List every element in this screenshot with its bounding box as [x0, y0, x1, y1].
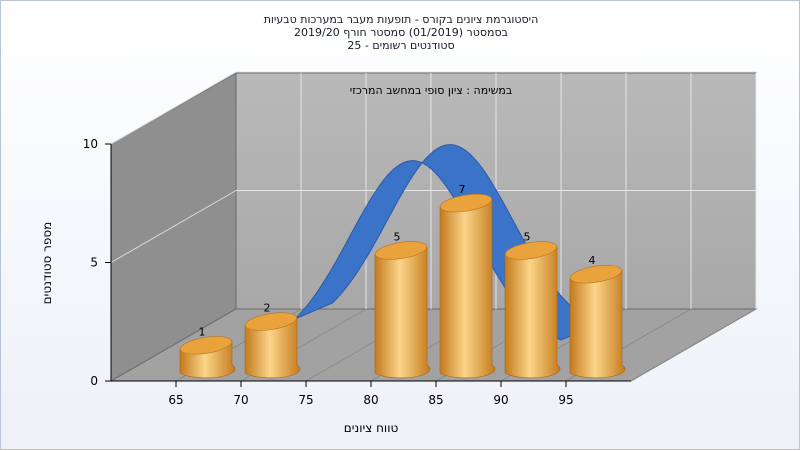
bar-top	[374, 241, 428, 260]
bar-top	[244, 312, 298, 331]
bars: 1 2 5 7 5 4	[179, 183, 626, 379]
y-tick-label: 5	[90, 256, 98, 270]
y-tick-label: 0	[90, 374, 98, 388]
bar-value-label: 2	[264, 302, 271, 315]
bar-value-label: 4	[589, 254, 596, 267]
x-tick-label: 65	[168, 393, 183, 407]
bar: 5	[374, 231, 431, 379]
bar-value-label: 5	[394, 231, 401, 244]
x-axis-title: טווח ציונים	[344, 421, 399, 435]
y-axis-title: מספר סטודנטים	[40, 222, 54, 305]
bar-value-label: 1	[199, 325, 206, 338]
x-tick-label: 90	[493, 393, 508, 407]
bar-top	[504, 241, 558, 260]
chart-title-line-3: סטודנטים רשומים - 25	[347, 39, 454, 52]
bar-body	[504, 246, 561, 379]
bar: 4	[569, 254, 626, 379]
x-tick-label: 80	[363, 393, 378, 407]
bar-value-label: 5	[524, 231, 531, 244]
x-tick-label: 75	[298, 393, 313, 407]
bar: 1	[179, 325, 236, 379]
grid-line-side	[110, 71, 237, 145]
bar-top	[179, 336, 233, 355]
bar: 2	[244, 302, 301, 379]
grid-line-floor	[630, 308, 757, 382]
bar-value-label: 7	[459, 183, 466, 196]
bar-top	[569, 265, 623, 284]
bar: 7	[439, 183, 496, 379]
chart-title-line-1: היסטוגרמת ציונים בקורס - תופעות מעבר במע…	[264, 13, 539, 26]
chart-subtitle: במשימה : ציון סופי במחשב המרכזי	[350, 84, 513, 97]
bar-body	[439, 198, 496, 379]
bar-body	[569, 269, 626, 379]
bar-body	[374, 246, 431, 379]
chart-title-line-2: בסמסטר (01/2019) סמסטר חורף 2019/20	[294, 26, 508, 39]
bar-top	[439, 193, 493, 213]
grid-line-side	[110, 190, 237, 263]
bar: 5	[504, 231, 561, 379]
y-ticks: 0 5 10	[83, 137, 111, 388]
x-tick-label: 85	[428, 393, 443, 407]
y-tick-label: 10	[83, 137, 98, 151]
x-tick-label: 95	[558, 393, 573, 407]
x-tick-label: 70	[233, 393, 248, 407]
x-ticks: 65 70 75 80 85 90 95	[168, 381, 574, 407]
bar-body	[244, 317, 301, 379]
